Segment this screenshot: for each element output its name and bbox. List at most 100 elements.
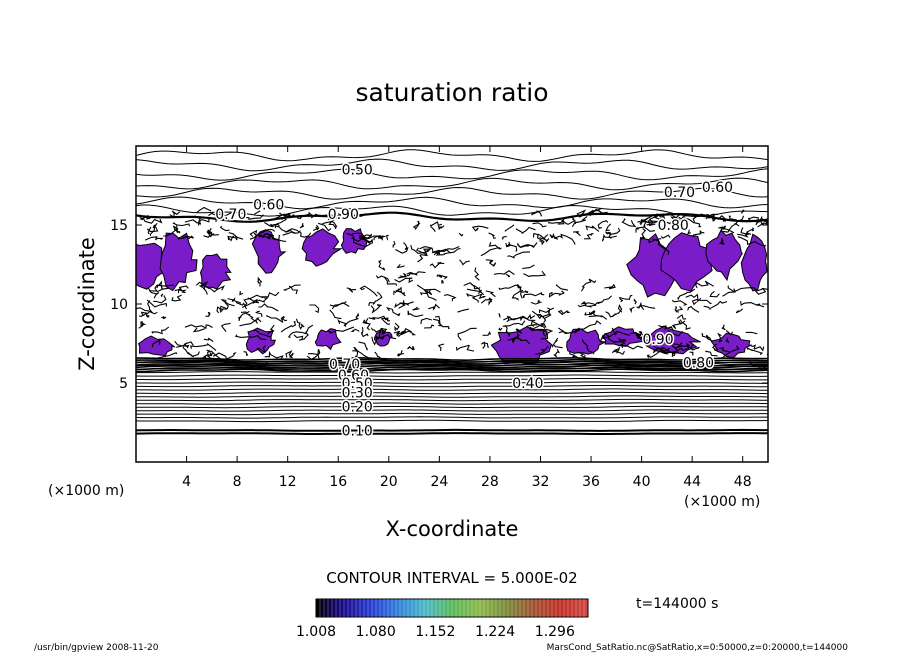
contour-line bbox=[511, 289, 524, 301]
contour-line bbox=[331, 301, 347, 310]
contour-line bbox=[136, 211, 768, 223]
contour-line bbox=[313, 224, 320, 231]
contour-line bbox=[498, 284, 520, 290]
contour-line bbox=[372, 291, 383, 305]
contour-line bbox=[526, 324, 538, 327]
contour-line bbox=[268, 351, 284, 360]
x-tick-label: 16 bbox=[329, 474, 347, 490]
x-axis-label: X-coordinate bbox=[386, 517, 519, 541]
contour-line bbox=[522, 264, 535, 270]
contour-line bbox=[284, 212, 295, 220]
contour-line bbox=[463, 282, 481, 290]
contour-line bbox=[505, 242, 511, 248]
contour-line bbox=[136, 186, 768, 200]
contour-line bbox=[174, 288, 187, 294]
contour-line bbox=[190, 342, 217, 351]
contour-line bbox=[683, 217, 702, 228]
contour-line bbox=[337, 318, 348, 327]
supersaturation-region bbox=[314, 328, 342, 351]
contour-line bbox=[482, 330, 491, 336]
contour-line bbox=[346, 287, 357, 293]
contour-line bbox=[557, 309, 571, 316]
contour-line bbox=[136, 374, 768, 377]
contour-value-label: 0.10 bbox=[342, 423, 373, 439]
contour-line bbox=[136, 432, 768, 435]
contour-line bbox=[195, 281, 207, 286]
contour-line bbox=[249, 229, 258, 237]
contour-line bbox=[695, 280, 714, 289]
contour-line bbox=[203, 285, 225, 293]
contour-line bbox=[437, 343, 445, 351]
colorbar-tick-label: 1.152 bbox=[415, 624, 455, 640]
contour-line bbox=[636, 301, 645, 311]
contour-line bbox=[653, 215, 670, 224]
contour-line bbox=[618, 295, 633, 303]
contour-value-label: 0.60 bbox=[338, 368, 369, 384]
contour-line bbox=[397, 328, 412, 337]
contour-line bbox=[455, 344, 475, 352]
contour-line bbox=[705, 350, 718, 357]
contour-line bbox=[353, 346, 359, 357]
contour-line bbox=[163, 225, 178, 237]
contour-line bbox=[459, 259, 470, 266]
contour-line bbox=[309, 304, 320, 314]
contour-line bbox=[136, 381, 768, 384]
chart-title: saturation ratio bbox=[355, 78, 548, 107]
contour-line bbox=[542, 328, 552, 337]
contour-line bbox=[653, 349, 668, 356]
contour-line bbox=[750, 216, 759, 226]
contour-line bbox=[640, 217, 649, 223]
contour-line bbox=[202, 354, 211, 360]
x-tick-label: 48 bbox=[734, 474, 752, 490]
contour-line bbox=[531, 210, 543, 217]
contour-line bbox=[717, 332, 723, 343]
contour-line bbox=[144, 236, 164, 241]
contour-line bbox=[136, 168, 768, 181]
contour-line bbox=[431, 248, 451, 254]
contour-line bbox=[298, 324, 314, 341]
contour-line bbox=[136, 428, 768, 432]
contour-line bbox=[364, 317, 369, 324]
contour-line bbox=[198, 217, 217, 223]
contour-line bbox=[371, 335, 385, 346]
contour-line bbox=[419, 292, 437, 301]
contour-line bbox=[558, 290, 565, 296]
contour-line bbox=[584, 301, 603, 308]
contour-line bbox=[553, 233, 576, 245]
contour-line bbox=[458, 232, 464, 237]
contour-line bbox=[407, 346, 415, 351]
contour-line bbox=[646, 223, 656, 227]
contour-line bbox=[208, 211, 232, 217]
contour-line bbox=[675, 306, 684, 313]
colorbar-tick-label: 1.080 bbox=[356, 624, 396, 640]
contour-line bbox=[261, 291, 280, 298]
supersaturation-region bbox=[137, 335, 176, 357]
contour-line bbox=[407, 310, 424, 318]
contour-line bbox=[243, 294, 264, 306]
contour-line bbox=[136, 362, 768, 367]
contour-line bbox=[480, 297, 493, 306]
contour-line bbox=[721, 324, 726, 331]
contour-line bbox=[532, 232, 549, 240]
contour-line bbox=[250, 317, 262, 323]
contour-line bbox=[576, 207, 603, 218]
contour-line bbox=[282, 231, 297, 236]
contour-line bbox=[274, 224, 280, 229]
contour-value-label: 0.20 bbox=[342, 400, 373, 416]
contour-line bbox=[658, 324, 674, 331]
contour-line bbox=[398, 301, 410, 309]
contour-value-label: 0.70 bbox=[664, 185, 695, 201]
contour-line bbox=[740, 209, 745, 214]
contour-line bbox=[515, 328, 523, 334]
contour-line bbox=[142, 217, 163, 224]
contour-line bbox=[136, 307, 158, 315]
contour-line bbox=[727, 285, 764, 293]
contour-line bbox=[740, 301, 765, 308]
contour-line bbox=[161, 316, 167, 320]
contour-line bbox=[149, 352, 178, 360]
contour-line bbox=[396, 263, 405, 269]
contour-line bbox=[547, 307, 555, 311]
contour-line bbox=[136, 364, 768, 369]
contour-line bbox=[358, 234, 373, 244]
contour-line bbox=[585, 225, 600, 232]
